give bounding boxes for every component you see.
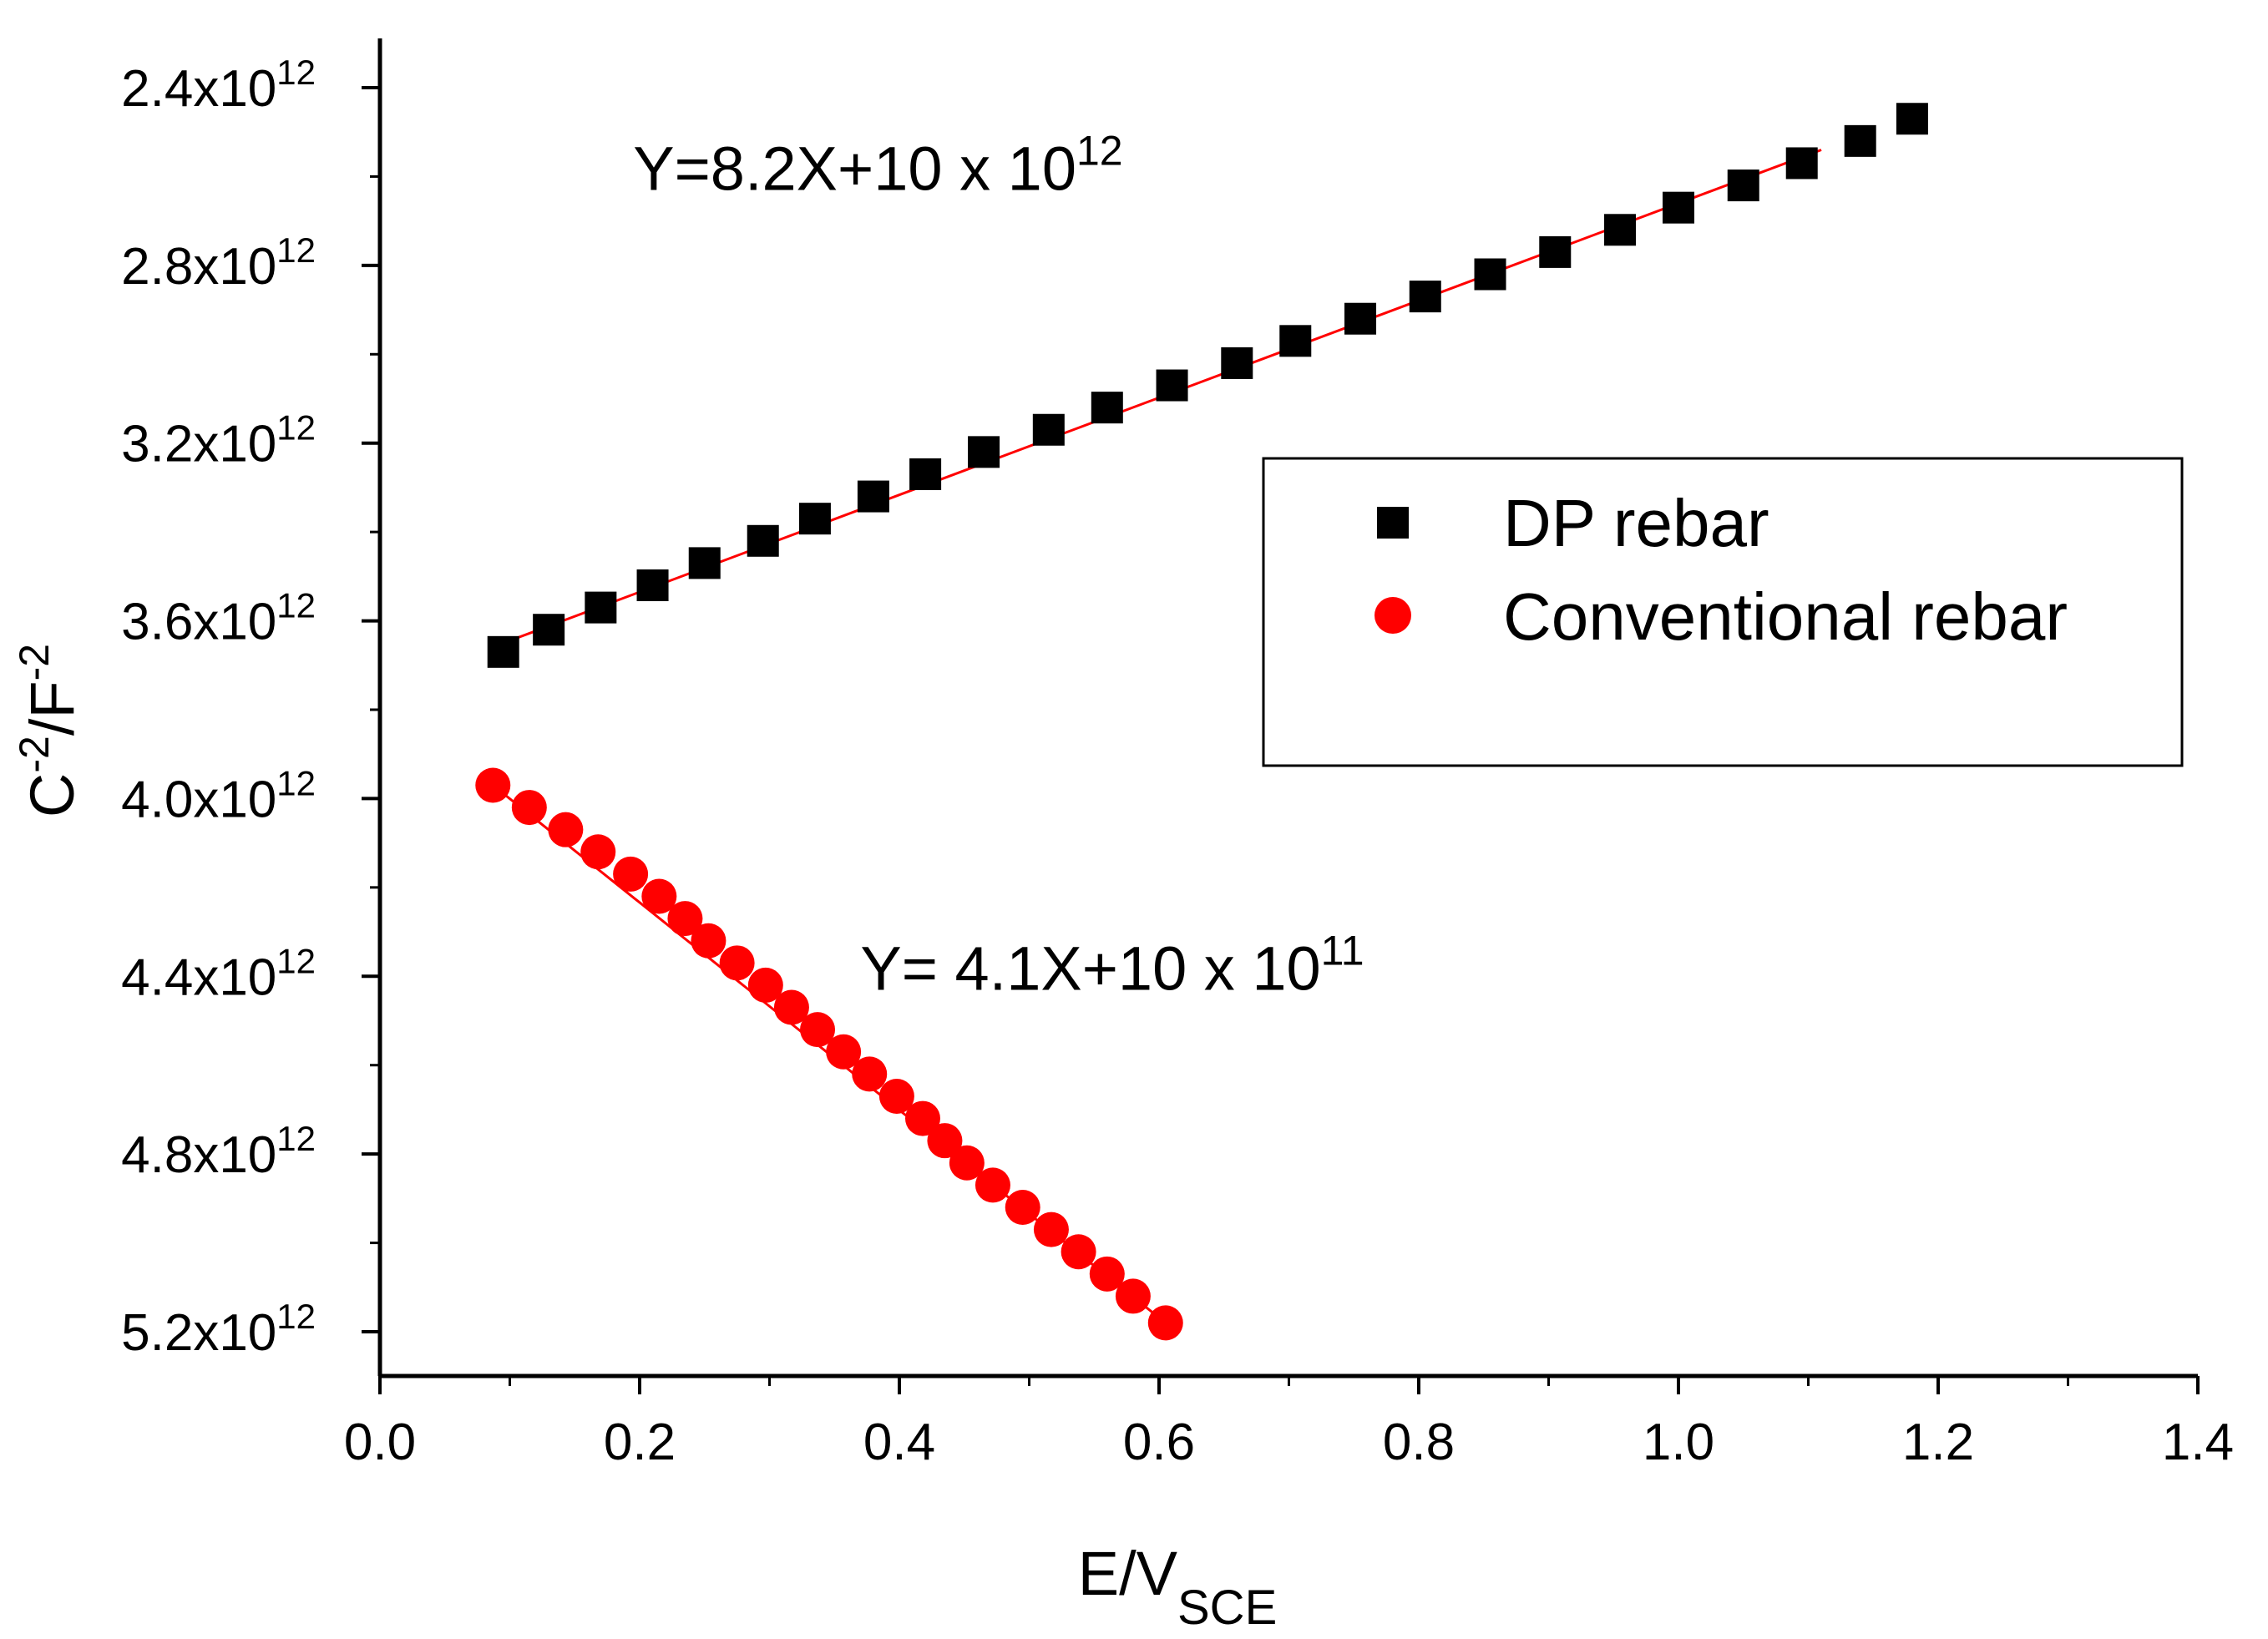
series-dp-rebar bbox=[487, 103, 1928, 668]
y-axis-title: C-2/F-2 bbox=[11, 644, 87, 817]
point-conventional-rebar-22 bbox=[1089, 1256, 1125, 1292]
point-dp-rebar-20 bbox=[1663, 191, 1694, 224]
point-conventional-rebar-20 bbox=[1033, 1212, 1069, 1247]
point-dp-rebar-16 bbox=[1409, 281, 1441, 313]
x-tick-label-7: 1.4 bbox=[2162, 1414, 2234, 1471]
y-tick-label-2: 3.2x1012 bbox=[121, 408, 316, 473]
x-tick-label-0: 0.0 bbox=[344, 1414, 416, 1471]
point-conventional-rebar-21 bbox=[1061, 1234, 1096, 1270]
point-dp-rebar-15 bbox=[1344, 302, 1377, 335]
point-conventional-rebar-2 bbox=[548, 812, 584, 847]
point-dp-rebar-3 bbox=[636, 569, 669, 601]
x-axis-title-main: E/V bbox=[1078, 1539, 1178, 1608]
point-conventional-rebar-10 bbox=[773, 989, 809, 1025]
point-conventional-rebar-19 bbox=[1005, 1190, 1040, 1225]
point-dp-rebar-6 bbox=[798, 503, 831, 535]
series-conventional-rebar bbox=[475, 767, 1183, 1341]
point-dp-rebar-24 bbox=[1896, 103, 1928, 135]
point-conventional-rebar-15 bbox=[904, 1100, 940, 1136]
point-dp-rebar-7 bbox=[857, 480, 889, 513]
point-conventional-rebar-7 bbox=[691, 923, 726, 959]
point-conventional-rebar-18 bbox=[975, 1167, 1010, 1203]
fit-equation-1: Y= 4.1X+10 x 1011 bbox=[860, 927, 1364, 1003]
y-tick-label-7: 5.2x1012 bbox=[121, 1297, 316, 1362]
point-dp-rebar-10 bbox=[1032, 413, 1065, 446]
point-dp-rebar-21 bbox=[1727, 169, 1759, 202]
point-conventional-rebar-4 bbox=[613, 856, 649, 892]
legend-marker-conventional-rebar bbox=[1374, 597, 1411, 634]
x-tick-label-6: 1.2 bbox=[1902, 1414, 1974, 1471]
y-axis-title-mid: /F bbox=[18, 680, 87, 736]
point-dp-rebar-19 bbox=[1604, 214, 1637, 246]
y-tick-label-3: 3.6x1012 bbox=[121, 586, 316, 651]
point-dp-rebar-1 bbox=[533, 614, 565, 646]
point-conventional-rebar-0 bbox=[475, 767, 511, 803]
point-conventional-rebar-24 bbox=[1147, 1305, 1183, 1341]
point-dp-rebar-11 bbox=[1091, 392, 1123, 424]
x-tick-label-2: 0.4 bbox=[863, 1414, 935, 1471]
point-dp-rebar-5 bbox=[747, 524, 779, 557]
point-conventional-rebar-13 bbox=[852, 1056, 888, 1092]
y-axis-title-base: C bbox=[18, 773, 87, 817]
y-tick-label-6: 4.8x1012 bbox=[121, 1119, 316, 1184]
point-conventional-rebar-12 bbox=[826, 1034, 862, 1070]
point-dp-rebar-23 bbox=[1844, 124, 1876, 157]
point-dp-rebar-17 bbox=[1474, 258, 1506, 291]
point-conventional-rebar-16 bbox=[927, 1123, 963, 1159]
y-tick-label-0: 2.4x1012 bbox=[121, 53, 316, 118]
x-tick-label-5: 1.0 bbox=[1643, 1414, 1714, 1471]
point-dp-rebar-2 bbox=[585, 591, 617, 624]
y-tick-label-4: 4.0x1012 bbox=[121, 763, 316, 828]
point-conventional-rebar-11 bbox=[800, 1012, 836, 1048]
point-conventional-rebar-23 bbox=[1115, 1278, 1151, 1314]
y-axis-title-exponent-2: -2 bbox=[11, 644, 58, 680]
x-axis-title-subscript: SCE bbox=[1177, 1581, 1277, 1635]
x-tick-label-4: 0.8 bbox=[1383, 1414, 1455, 1471]
legend: DP rebar Conventional rebar bbox=[1262, 457, 2184, 767]
y-tick-label-1: 2.8x1012 bbox=[121, 230, 316, 296]
point-conventional-rebar-17 bbox=[949, 1145, 985, 1181]
point-dp-rebar-14 bbox=[1279, 325, 1312, 357]
point-conventional-rebar-3 bbox=[580, 834, 616, 870]
x-tick-label-3: 0.6 bbox=[1123, 1414, 1195, 1471]
point-dp-rebar-22 bbox=[1785, 147, 1818, 180]
point-conventional-rebar-1 bbox=[511, 790, 547, 826]
annotation-layer: Y=8.2X+10 x 1012 Y= 4.1X+10 x 1011 bbox=[633, 127, 1364, 1003]
legend-marker-dp-rebar bbox=[1377, 507, 1409, 539]
point-dp-rebar-18 bbox=[1539, 235, 1572, 268]
legend-box bbox=[1262, 457, 2184, 767]
point-conventional-rebar-9 bbox=[747, 967, 783, 1003]
point-dp-rebar-12 bbox=[1156, 369, 1188, 402]
point-conventional-rebar-5 bbox=[641, 878, 677, 914]
series-layer bbox=[475, 103, 1928, 1341]
point-conventional-rebar-14 bbox=[878, 1078, 914, 1114]
legend-label-conventional-rebar: Conventional rebar bbox=[1503, 579, 2068, 654]
y-ticks: 2.4x1012 2.8x1012 3.2x1012 3.6x1012 4.0x1012… bbox=[121, 53, 380, 1362]
legend-label-dp-rebar: DP rebar bbox=[1503, 486, 1769, 560]
point-dp-rebar-13 bbox=[1221, 347, 1253, 379]
point-dp-rebar-8 bbox=[909, 458, 942, 490]
point-dp-rebar-4 bbox=[688, 547, 721, 579]
x-axis-title: E/VSCE bbox=[1078, 1539, 1278, 1635]
x-ticks: 0.0 0.2 0.4 0.6 0.8 1.0 1.2 1.4 bbox=[344, 1376, 2234, 1471]
point-dp-rebar-9 bbox=[968, 436, 1000, 468]
point-dp-rebar-0 bbox=[487, 635, 519, 668]
y-axis-title-exponent-1: -2 bbox=[11, 736, 58, 772]
point-conventional-rebar-8 bbox=[719, 945, 755, 981]
fit-equation-0: Y=8.2X+10 x 1012 bbox=[633, 127, 1122, 203]
y-tick-label-5: 4.4x1012 bbox=[121, 941, 316, 1006]
x-tick-label-1: 0.2 bbox=[604, 1414, 676, 1471]
point-conventional-rebar-6 bbox=[667, 901, 703, 937]
